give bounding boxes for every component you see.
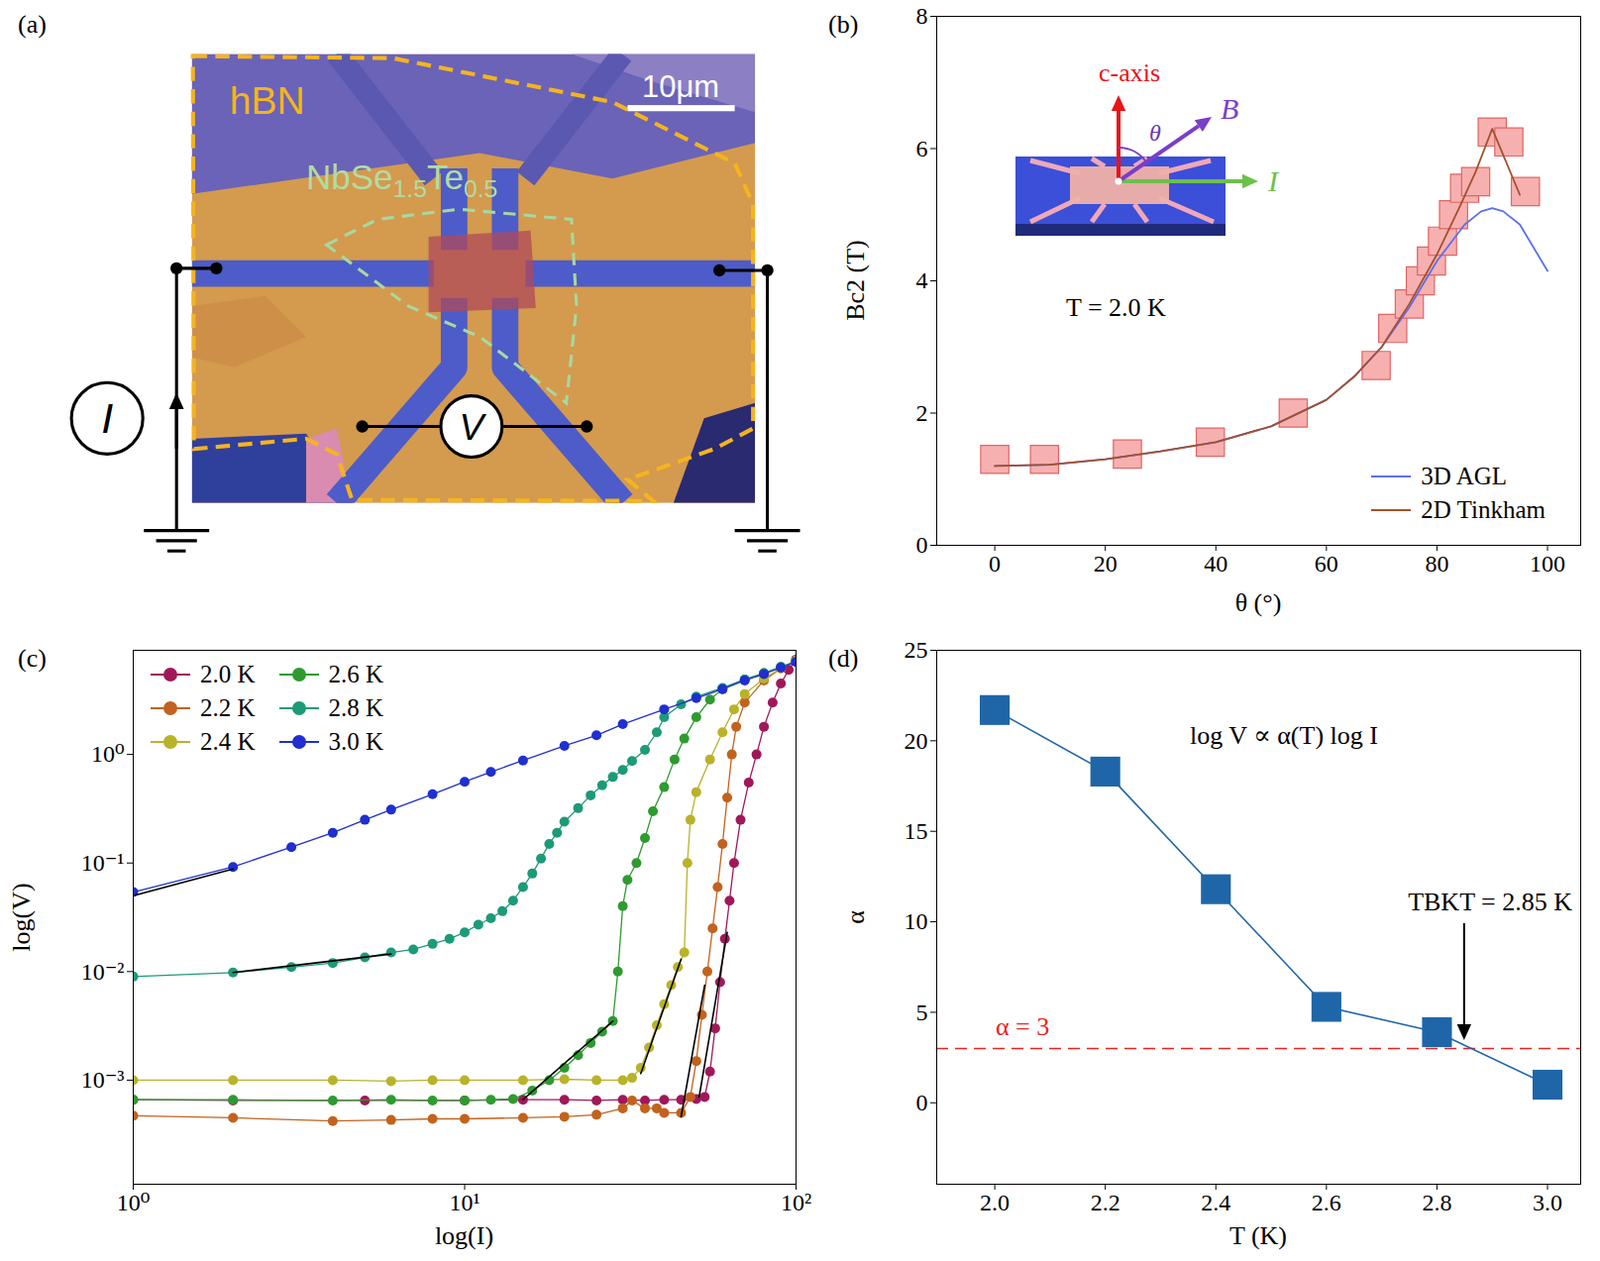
html-text:α = 3: α = 3 [995,1012,1050,1042]
svg-text:40: 40 [1203,550,1228,577]
html-text:T = 2.0 K: T = 2.0 K [1066,293,1166,322]
svg-text:5: 5 [916,999,929,1026]
svg-text:10⁻³: 10⁻³ [81,1066,125,1093]
html-text:2D Tinkham: 2D Tinkham [1420,496,1546,524]
svg-text:20: 20 [904,728,929,754]
svg-text:θ: θ [1149,119,1162,146]
svg-text:6: 6 [916,135,929,162]
html-text:log(V): log(V) [6,882,36,952]
svg-text:4: 4 [916,267,929,294]
svg-text:10⁰: 10⁰ [116,1189,151,1216]
html-text:3.0 K: 3.0 K [328,728,384,755]
html-text:Bc2 (T): Bc2 (T) [841,239,870,321]
html-text:α: α [841,910,870,924]
svg-text:2.2: 2.2 [1090,1189,1121,1216]
html-text:(a): (a) [17,9,47,39]
svg-text:20: 20 [1093,550,1118,577]
html-text:log(I): log(I) [434,1221,494,1251]
svg-text:80: 80 [1424,550,1449,577]
svg-text:10⁻¹: 10⁻¹ [81,850,125,876]
svg-text:B: B [1220,92,1239,125]
html-text:TBKT = 2.85 K: TBKT = 2.85 K [1407,887,1573,917]
html-text:2.6 K: 2.6 K [328,660,384,688]
html-text:2.0 K: 2.0 K [200,660,256,688]
svg-text:hBN: hBN [229,79,306,122]
svg-text:c-axis: c-axis [1098,58,1161,88]
svg-text:2: 2 [916,400,929,427]
html-text:3D AGL: 3D AGL [1420,462,1507,490]
html-text:(b): (b) [828,9,859,39]
html-text:(d): (d) [828,643,859,673]
svg-text:60: 60 [1314,550,1339,577]
svg-text:0: 0 [988,550,1001,577]
svg-text:8: 8 [916,2,929,29]
svg-text:10²: 10² [780,1189,812,1216]
html-text:T (K): T (K) [1229,1221,1287,1251]
svg-text:I: I [101,394,113,442]
svg-text:10¹: 10¹ [448,1189,480,1216]
svg-text:0: 0 [916,1089,929,1116]
svg-text:25: 25 [904,637,929,663]
html-text:2.8 K: 2.8 K [328,694,384,722]
svg-text:3.0: 3.0 [1532,1189,1563,1216]
svg-text:2.6: 2.6 [1311,1189,1342,1216]
svg-text:15: 15 [904,818,929,845]
svg-text:100: 100 [1529,550,1566,577]
html-text:2.4 K: 2.4 K [200,728,256,755]
html-text:2.2 K: 2.2 K [200,694,256,722]
html-text:log V ∝ α(T) log I: log V ∝ α(T) log I [1189,721,1378,750]
svg-text:V: V [458,406,487,448]
svg-text:0: 0 [916,532,929,558]
svg-text:10: 10 [904,908,929,935]
svg-text:I: I [1267,164,1280,198]
svg-text:10⁻²: 10⁻² [81,959,125,985]
svg-text:2.8: 2.8 [1421,1189,1452,1216]
svg-text:10μm: 10μm [641,69,720,105]
svg-text:NbSe1.5Te0.5: NbSe1.5Te0.5 [306,157,498,203]
svg-text:2.0: 2.0 [979,1189,1010,1216]
svg-text:10⁰: 10⁰ [91,741,125,767]
html-text:θ (°): θ (°) [1235,588,1282,618]
svg-text:2.4: 2.4 [1200,1189,1231,1216]
html-text:(c): (c) [17,643,47,673]
